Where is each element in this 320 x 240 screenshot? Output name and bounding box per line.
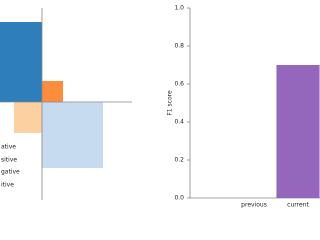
quadrant-rect bbox=[42, 81, 63, 102]
x-tick-label: current bbox=[287, 202, 309, 209]
legend-label: ative bbox=[1, 144, 16, 151]
x-tick-label: previous bbox=[241, 202, 267, 209]
quadrant-rect bbox=[14, 102, 42, 133]
y-axis-label: F1 score bbox=[167, 90, 174, 116]
legend-label: gative bbox=[1, 169, 20, 176]
bar-chart: F1 score 0.0 0.2 0.4 0.6 0.8 1.0 previous curre… bbox=[167, 5, 320, 209]
quadrant-rect bbox=[42, 102, 103, 168]
y-tick-label: 0.8 bbox=[174, 43, 184, 50]
page: {"legend": {"items": ["ative", "sitive",… bbox=[0, 4, 320, 209]
legend-label: itive bbox=[1, 182, 14, 189]
y-tick-label: 0.0 bbox=[174, 195, 184, 202]
y-tick-label: 0.2 bbox=[174, 157, 184, 164]
legend-label: sitive bbox=[1, 157, 17, 164]
quadrant-chart: ative sitive gative itive bbox=[0, 8, 132, 200]
y-tick-label: 1.0 bbox=[174, 5, 184, 12]
quadrant-rect bbox=[0, 22, 42, 102]
y-tick-label: 0.6 bbox=[174, 81, 184, 88]
y-tick-label: 0.4 bbox=[174, 119, 184, 126]
screenshot: ative sitive gative itive F1 score 0.0 0.… bbox=[0, 5, 320, 209]
bar bbox=[276, 65, 320, 198]
